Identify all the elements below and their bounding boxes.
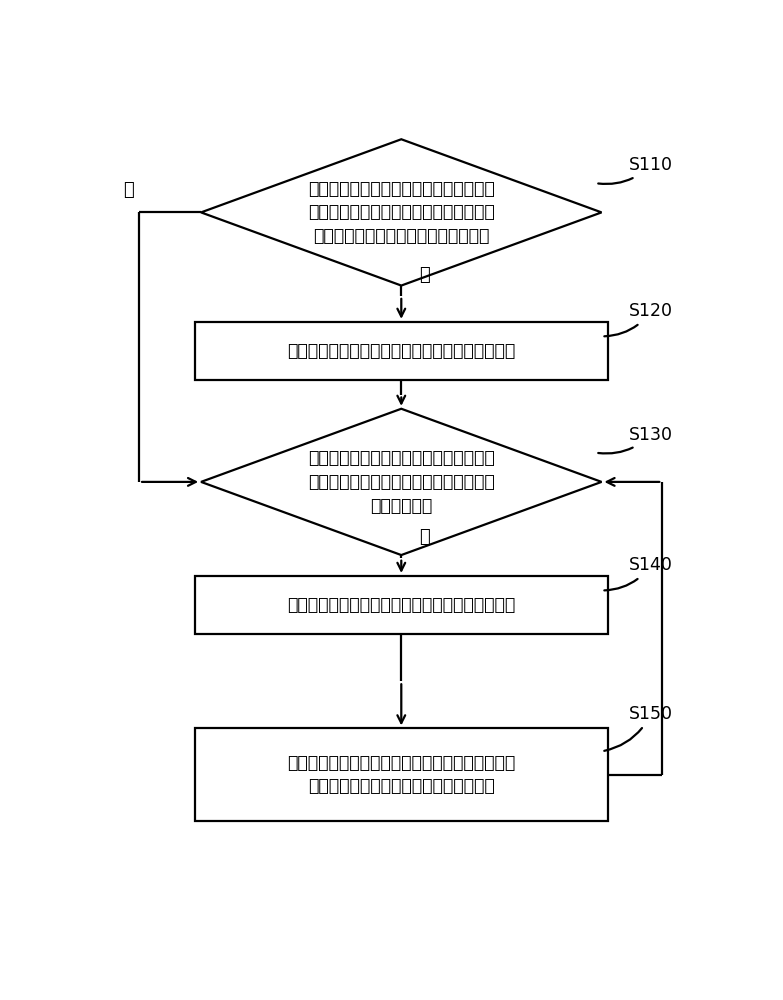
Text: 持续控制输入电液比例阀的电流大小为预设的滑行
电流，直到液压驱动装置移动到目标位置: 持续控制输入电液比例阀的电流大小为预设的滑行 电流，直到液压驱动装置移动到目标位…	[287, 754, 515, 795]
Text: S120: S120	[604, 302, 673, 336]
Polygon shape	[201, 409, 601, 555]
Bar	[195, 576, 608, 634]
Bar	[195, 322, 608, 380]
Bar	[195, 728, 608, 821]
Text: S110: S110	[598, 156, 673, 184]
Text: S140: S140	[604, 556, 673, 590]
Text: 切换输入电液比例阀的电流大小为预设的滑行电流: 切换输入电液比例阀的电流大小为预设的滑行电流	[287, 342, 515, 360]
Text: S130: S130	[598, 426, 673, 453]
Text: 是: 是	[420, 266, 430, 284]
Text: 切换输入电液比例阀的电流大小为预设的滑行电流: 切换输入电液比例阀的电流大小为预设的滑行电流	[287, 596, 515, 614]
Text: 在液压驱动装置为减速移动，且液压驱动
装置移动到滑行区域之前，判断输入电液
比例阀的电流是否小于预设的滑行电流: 在液压驱动装置为减速移动，且液压驱动 装置移动到滑行区域之前，判断输入电液 比例…	[308, 180, 495, 245]
Polygon shape	[201, 139, 601, 286]
Text: 当液压驱动装置移动到滑行区域时，判断
输入电液比例阀的电流是否大于或等于预
设的滑行电流: 当液压驱动装置移动到滑行区域时，判断 输入电液比例阀的电流是否大于或等于预 设的…	[308, 449, 495, 514]
Text: S150: S150	[604, 705, 673, 751]
Text: 否: 否	[124, 181, 135, 199]
Text: 是: 是	[420, 528, 430, 546]
